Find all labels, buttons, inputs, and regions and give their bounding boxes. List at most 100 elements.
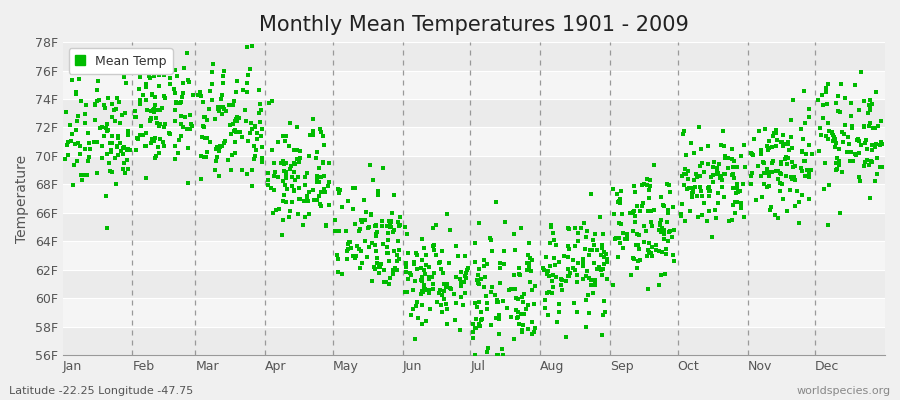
Point xyxy=(630,242,644,248)
Point xyxy=(641,246,655,253)
Point xyxy=(275,158,290,164)
Point xyxy=(654,229,669,236)
Point xyxy=(648,242,662,248)
Point xyxy=(341,240,356,247)
Point xyxy=(585,247,599,253)
Point xyxy=(380,250,394,256)
Point xyxy=(468,258,482,265)
Point xyxy=(773,180,788,186)
Point xyxy=(392,247,406,254)
Point xyxy=(353,226,367,232)
Point xyxy=(167,107,182,114)
Point xyxy=(305,115,320,122)
Point xyxy=(82,154,96,161)
Point xyxy=(860,146,875,152)
Point xyxy=(186,92,201,98)
Point xyxy=(399,260,413,266)
Point xyxy=(699,218,714,224)
Point xyxy=(612,220,626,227)
Point xyxy=(844,100,859,106)
Point xyxy=(202,106,216,112)
Point xyxy=(335,270,349,277)
Point xyxy=(716,170,731,177)
Point xyxy=(180,50,194,56)
Point xyxy=(306,132,320,138)
Point xyxy=(357,217,372,224)
Point xyxy=(290,156,304,162)
Point xyxy=(78,120,93,126)
Point xyxy=(436,248,450,254)
Point xyxy=(838,122,852,128)
Point xyxy=(265,98,279,104)
Point xyxy=(316,160,330,166)
Point xyxy=(193,89,207,95)
Point xyxy=(527,283,542,289)
Point xyxy=(276,161,291,167)
Point xyxy=(744,172,759,179)
Point xyxy=(473,323,488,329)
Point xyxy=(110,142,124,149)
Point xyxy=(546,229,561,236)
Bar xyxy=(62,184,885,213)
Point xyxy=(366,264,381,270)
Point xyxy=(225,120,239,127)
Point xyxy=(105,133,120,139)
Point xyxy=(436,288,451,294)
Point xyxy=(245,43,259,49)
Point xyxy=(587,260,601,266)
Point xyxy=(799,167,814,173)
Point xyxy=(100,151,114,158)
Point xyxy=(255,126,269,132)
Point xyxy=(725,216,740,223)
Point xyxy=(612,198,626,204)
Point xyxy=(549,242,563,248)
Point xyxy=(594,267,608,273)
Point xyxy=(868,141,883,147)
Point xyxy=(240,80,255,86)
Point xyxy=(481,349,495,355)
Point xyxy=(786,97,800,103)
Point xyxy=(454,282,468,289)
Point xyxy=(474,316,489,322)
Point xyxy=(184,121,198,128)
Point xyxy=(148,153,163,159)
Point xyxy=(579,234,593,240)
Point xyxy=(292,184,306,191)
Point xyxy=(595,332,609,338)
Point xyxy=(358,238,373,245)
Point xyxy=(214,96,229,102)
Point xyxy=(667,257,681,264)
Point xyxy=(862,105,877,111)
Point xyxy=(734,204,748,211)
Point xyxy=(422,264,436,270)
Point xyxy=(67,161,81,168)
Point xyxy=(111,133,125,140)
Point xyxy=(376,165,391,171)
Point xyxy=(483,234,498,241)
Point xyxy=(507,231,521,237)
Point xyxy=(285,174,300,180)
Point xyxy=(630,202,644,209)
Point xyxy=(835,128,850,135)
Point xyxy=(862,162,877,168)
Point xyxy=(287,159,302,166)
Point xyxy=(404,272,419,279)
Point xyxy=(170,72,184,79)
Point xyxy=(385,228,400,235)
Point xyxy=(511,296,526,302)
Point xyxy=(746,152,760,158)
Point xyxy=(579,324,593,331)
Point xyxy=(433,286,447,293)
Point xyxy=(415,256,429,263)
Point xyxy=(302,210,316,217)
Point xyxy=(522,264,536,270)
Point xyxy=(477,284,491,290)
Point xyxy=(745,170,760,176)
Point xyxy=(235,167,249,173)
Point xyxy=(561,266,575,272)
Point xyxy=(103,140,117,146)
Point xyxy=(362,244,376,250)
Point xyxy=(255,143,269,150)
Point xyxy=(290,124,304,130)
Point xyxy=(191,92,205,98)
